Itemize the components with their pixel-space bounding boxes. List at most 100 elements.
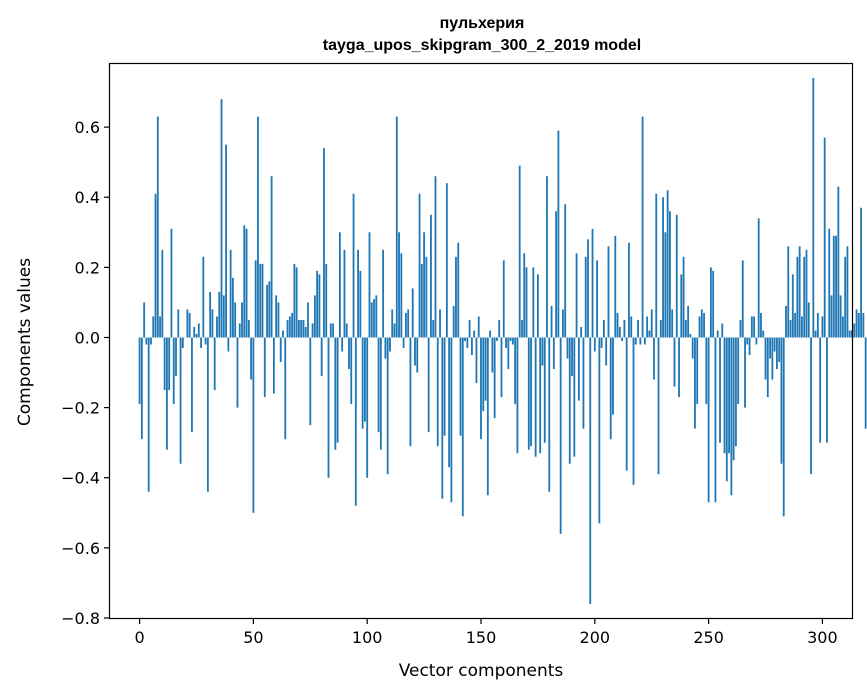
bar-88 bbox=[338, 232, 341, 338]
bar-236 bbox=[675, 214, 678, 338]
bar-242 bbox=[689, 333, 692, 338]
bar-270 bbox=[753, 316, 756, 338]
y-tick-label: −0.2 bbox=[61, 399, 100, 418]
bar-154 bbox=[489, 330, 492, 338]
bar-91 bbox=[345, 323, 348, 338]
bar-9 bbox=[159, 316, 161, 338]
x-tick-label: 150 bbox=[466, 628, 497, 647]
bar-63 bbox=[282, 330, 284, 338]
bar-294 bbox=[807, 302, 810, 338]
bar-194 bbox=[580, 326, 583, 338]
bar-50 bbox=[252, 337, 255, 513]
bar-268 bbox=[748, 337, 751, 356]
bar-113 bbox=[395, 116, 398, 338]
bar-217 bbox=[632, 337, 635, 485]
bar-61 bbox=[277, 302, 280, 338]
bar-273 bbox=[760, 312, 762, 338]
bar-247 bbox=[700, 309, 703, 338]
bar-52 bbox=[257, 116, 259, 338]
x-tick-label: 250 bbox=[693, 628, 724, 647]
bar-167 bbox=[518, 165, 521, 338]
bar-102 bbox=[370, 302, 373, 338]
bar-35 bbox=[218, 291, 221, 338]
bar-197 bbox=[587, 239, 589, 338]
bar-216 bbox=[630, 316, 633, 338]
bar-37 bbox=[222, 295, 225, 338]
bar-250 bbox=[707, 337, 710, 503]
bar-133 bbox=[441, 337, 444, 499]
bar-261 bbox=[732, 337, 735, 461]
bar-302 bbox=[826, 337, 828, 443]
bar-129 bbox=[432, 319, 435, 338]
bar-171 bbox=[527, 337, 530, 450]
bar-228 bbox=[657, 337, 660, 475]
bar-300 bbox=[821, 316, 824, 338]
bar-315 bbox=[855, 309, 858, 338]
bar-317 bbox=[860, 207, 863, 338]
bar-226 bbox=[653, 337, 655, 380]
bar-58 bbox=[270, 176, 273, 338]
bar-144 bbox=[466, 337, 469, 349]
bar-4 bbox=[147, 337, 150, 492]
bar-150 bbox=[480, 337, 482, 440]
bar-170 bbox=[525, 267, 528, 338]
bar-195 bbox=[582, 337, 585, 429]
bar-166 bbox=[516, 337, 519, 454]
bar-72 bbox=[302, 319, 305, 338]
bar-176 bbox=[539, 337, 542, 454]
bar-79 bbox=[318, 274, 321, 338]
bar-258 bbox=[725, 337, 728, 482]
bar-306 bbox=[835, 235, 837, 338]
bar-152 bbox=[484, 337, 487, 401]
chart-title: пульхерия bbox=[440, 15, 525, 32]
bar-24 bbox=[193, 326, 196, 338]
bar-298 bbox=[816, 312, 819, 338]
bar-285 bbox=[787, 246, 790, 338]
bar-309 bbox=[841, 316, 844, 338]
bar-291 bbox=[801, 316, 803, 338]
bar-199 bbox=[591, 228, 594, 338]
bar-304 bbox=[830, 295, 833, 338]
bar-89 bbox=[341, 337, 344, 352]
bar-227 bbox=[655, 193, 658, 338]
bar-206 bbox=[607, 246, 610, 338]
bar-148 bbox=[475, 337, 478, 384]
bar-149 bbox=[477, 316, 480, 338]
bar-283 bbox=[782, 337, 785, 517]
bar-293 bbox=[805, 249, 808, 338]
bar-202 bbox=[598, 337, 601, 524]
bar-116 bbox=[402, 337, 405, 349]
bar-160 bbox=[502, 260, 505, 338]
bar-305 bbox=[832, 235, 835, 338]
bar-42 bbox=[234, 302, 237, 338]
bar-235 bbox=[673, 337, 676, 387]
bar-16 bbox=[175, 337, 177, 377]
y-tick-label: 0.6 bbox=[75, 118, 100, 137]
bar-267 bbox=[746, 337, 749, 345]
bar-205 bbox=[605, 337, 608, 366]
bar-252 bbox=[712, 270, 715, 338]
bar-55 bbox=[263, 337, 266, 398]
bar-128 bbox=[430, 214, 432, 338]
bar-32 bbox=[211, 309, 214, 338]
bar-43 bbox=[236, 337, 239, 408]
bar-31 bbox=[209, 291, 212, 338]
bar-299 bbox=[819, 337, 822, 443]
bar-276 bbox=[766, 337, 769, 398]
bar-74 bbox=[307, 302, 309, 338]
bar-279 bbox=[773, 337, 776, 352]
bar-243 bbox=[691, 337, 694, 359]
bar-256 bbox=[721, 323, 724, 338]
bar-83 bbox=[327, 337, 330, 478]
bar-70 bbox=[298, 319, 300, 338]
bar-33 bbox=[213, 337, 216, 391]
bar-13 bbox=[168, 337, 171, 391]
bar-117 bbox=[404, 312, 407, 338]
bar-281 bbox=[778, 337, 781, 363]
bar-65 bbox=[286, 319, 289, 338]
bar-241 bbox=[687, 305, 690, 338]
bar-140 bbox=[457, 242, 460, 338]
bar-104 bbox=[375, 295, 378, 338]
bar-3 bbox=[145, 337, 148, 345]
bar-310 bbox=[844, 256, 847, 338]
